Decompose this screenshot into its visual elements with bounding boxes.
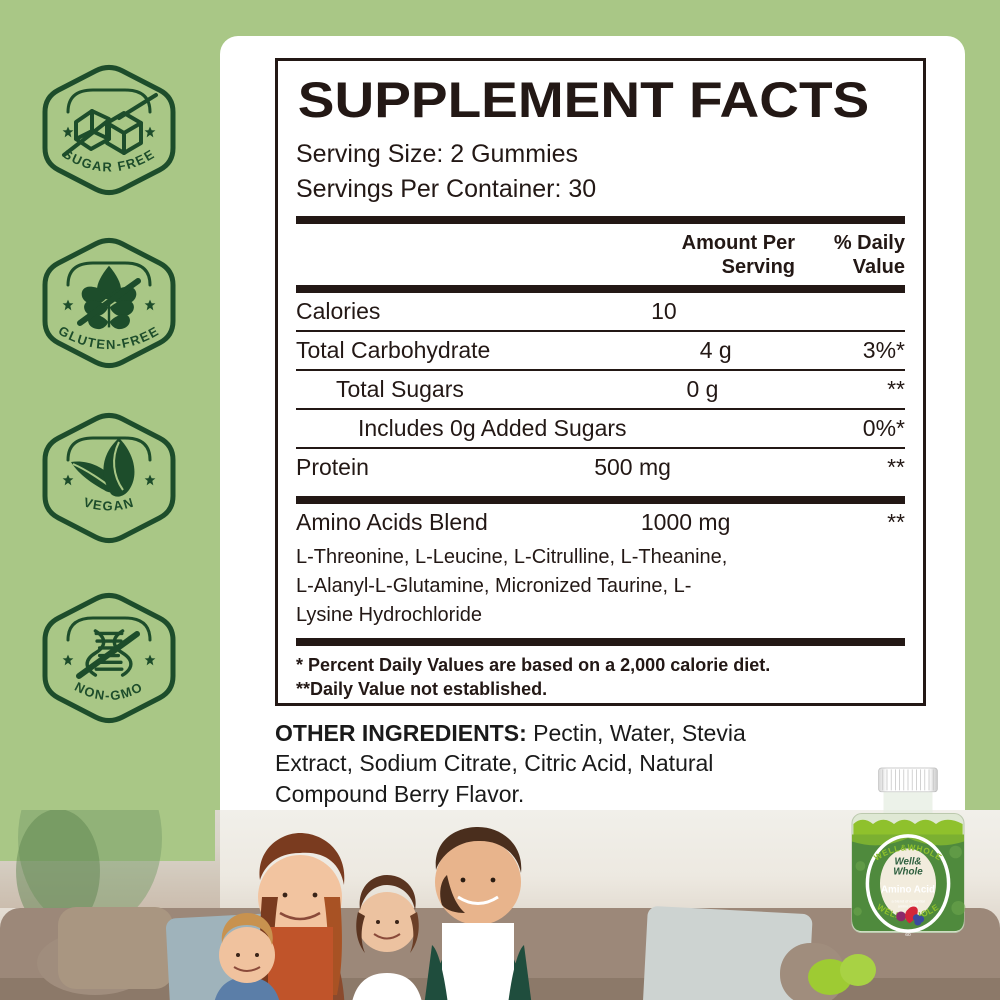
svg-text:Amino Acid: Amino Acid bbox=[881, 885, 935, 896]
svg-text:60: 60 bbox=[905, 932, 911, 938]
svg-text:VEGAN: VEGAN bbox=[82, 494, 136, 513]
svg-text:SUGAR FREE: SUGAR FREE bbox=[60, 146, 157, 175]
svg-text:Whole: Whole bbox=[893, 866, 923, 877]
svg-text:NON-GMO: NON-GMO bbox=[72, 679, 146, 703]
svg-text:a blend of essential: a blend of essential bbox=[891, 899, 924, 903]
